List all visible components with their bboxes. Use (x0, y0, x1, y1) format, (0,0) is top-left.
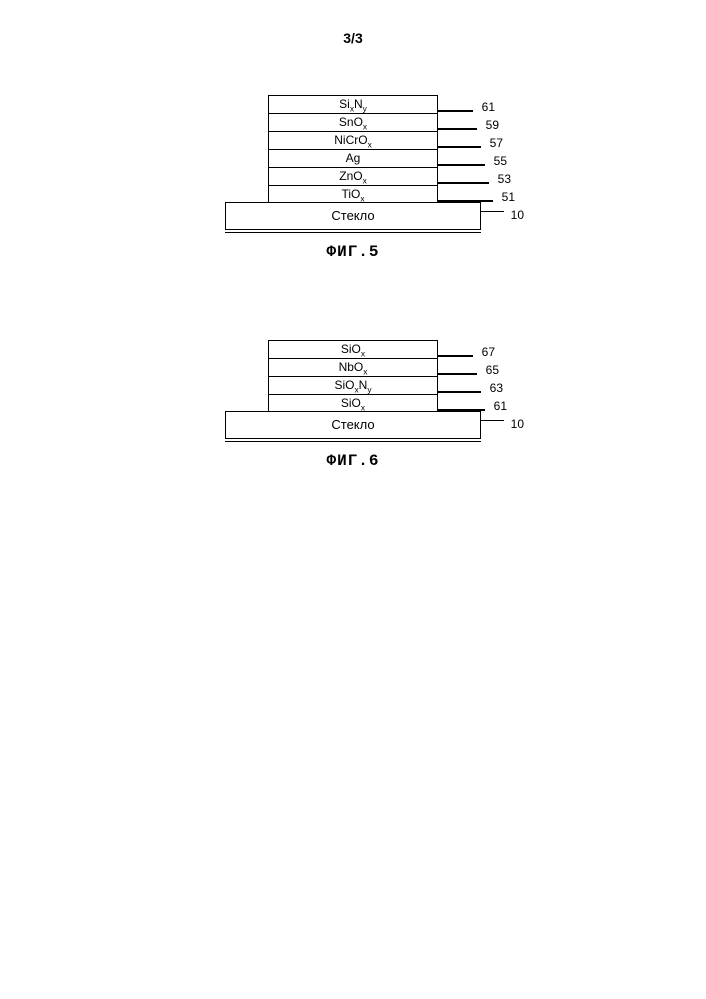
fig5-stack: SixNy 61 SnOx 59 NiCrOx 57 Ag 55 ZnOx 53… (225, 95, 481, 230)
fig6-substrate-label: Стекло (331, 417, 374, 432)
fig6-lead-65 (437, 373, 477, 375)
fig5-lead-59 (437, 128, 477, 130)
fig5-layer-2-formula: ZnOx (339, 169, 367, 183)
fig6-layer-4-formula: SiOx (341, 342, 365, 356)
fig6-layer-1: SiOx 61 (268, 394, 438, 412)
fig6-lead-10 (480, 420, 504, 422)
fig6-ref-10: 10 (511, 411, 524, 437)
fig5-layer-6: SixNy 61 (268, 95, 438, 113)
fig5-layer-5: SnOx 59 (268, 113, 438, 131)
fig6-layer-2: SiOxNy 63 (268, 376, 438, 394)
fig5-substrate-label: Стекло (331, 208, 374, 223)
fig6-layer-3-formula: NbOx (339, 360, 368, 374)
fig5-lead-55 (437, 164, 485, 166)
fig5-ref-59: 59 (486, 117, 499, 133)
fig5-layer-3-formula: Ag (346, 151, 361, 165)
fig5-caption: ФИГ.5 (225, 243, 481, 261)
fig6-underline (225, 441, 481, 443)
fig5-lead-57 (437, 146, 481, 148)
figure-5: SixNy 61 SnOx 59 NiCrOx 57 Ag 55 ZnOx 53… (225, 95, 481, 261)
fig6-ref-61: 61 (494, 398, 507, 414)
fig6-lead-67 (437, 355, 473, 357)
fig6-layer-3: NbOx 65 (268, 358, 438, 376)
fig5-layer-2: ZnOx 53 (268, 167, 438, 185)
fig6-layer-4: SiOx 67 (268, 340, 438, 358)
fig5-underline (225, 232, 481, 234)
fig5-ref-53: 53 (498, 171, 511, 187)
fig6-ref-65: 65 (486, 362, 499, 378)
fig6-stack: SiOx 67 NbOx 65 SiOxNy 63 SiOx 61 Стекло… (225, 340, 481, 439)
fig6-substrate: Стекло 10 (225, 411, 481, 439)
fig5-layer-4: NiCrOx 57 (268, 131, 438, 149)
fig5-layer-1: TiOx 51 (268, 185, 438, 203)
fig5-ref-10: 10 (511, 202, 524, 228)
fig5-ref-57: 57 (490, 135, 503, 151)
fig5-ref-61: 61 (482, 99, 495, 115)
fig6-caption: ФИГ.6 (225, 452, 481, 470)
fig5-layer-1-formula: TiOx (341, 187, 364, 201)
fig5-ref-55: 55 (494, 153, 507, 169)
fig5-lead-10 (480, 211, 504, 213)
fig5-layer-6-formula: SixNy (339, 97, 367, 111)
fig5-lead-53 (437, 182, 489, 184)
fig6-layer-1-formula: SiOx (341, 396, 365, 410)
fig5-layer-3: Ag 55 (268, 149, 438, 167)
fig6-ref-67: 67 (482, 344, 495, 360)
fig5-substrate: Стекло 10 (225, 202, 481, 230)
fig6-layer-2-formula: SiOxNy (334, 378, 371, 392)
fig5-layer-4-formula: NiCrOx (334, 133, 372, 147)
fig6-ref-63: 63 (490, 380, 503, 396)
page-number: 3/3 (0, 30, 706, 46)
fig5-lead-61 (437, 110, 473, 112)
fig6-lead-63 (437, 391, 481, 393)
figure-6: SiOx 67 NbOx 65 SiOxNy 63 SiOx 61 Стекло… (225, 340, 481, 470)
fig5-layer-5-formula: SnOx (339, 115, 367, 129)
